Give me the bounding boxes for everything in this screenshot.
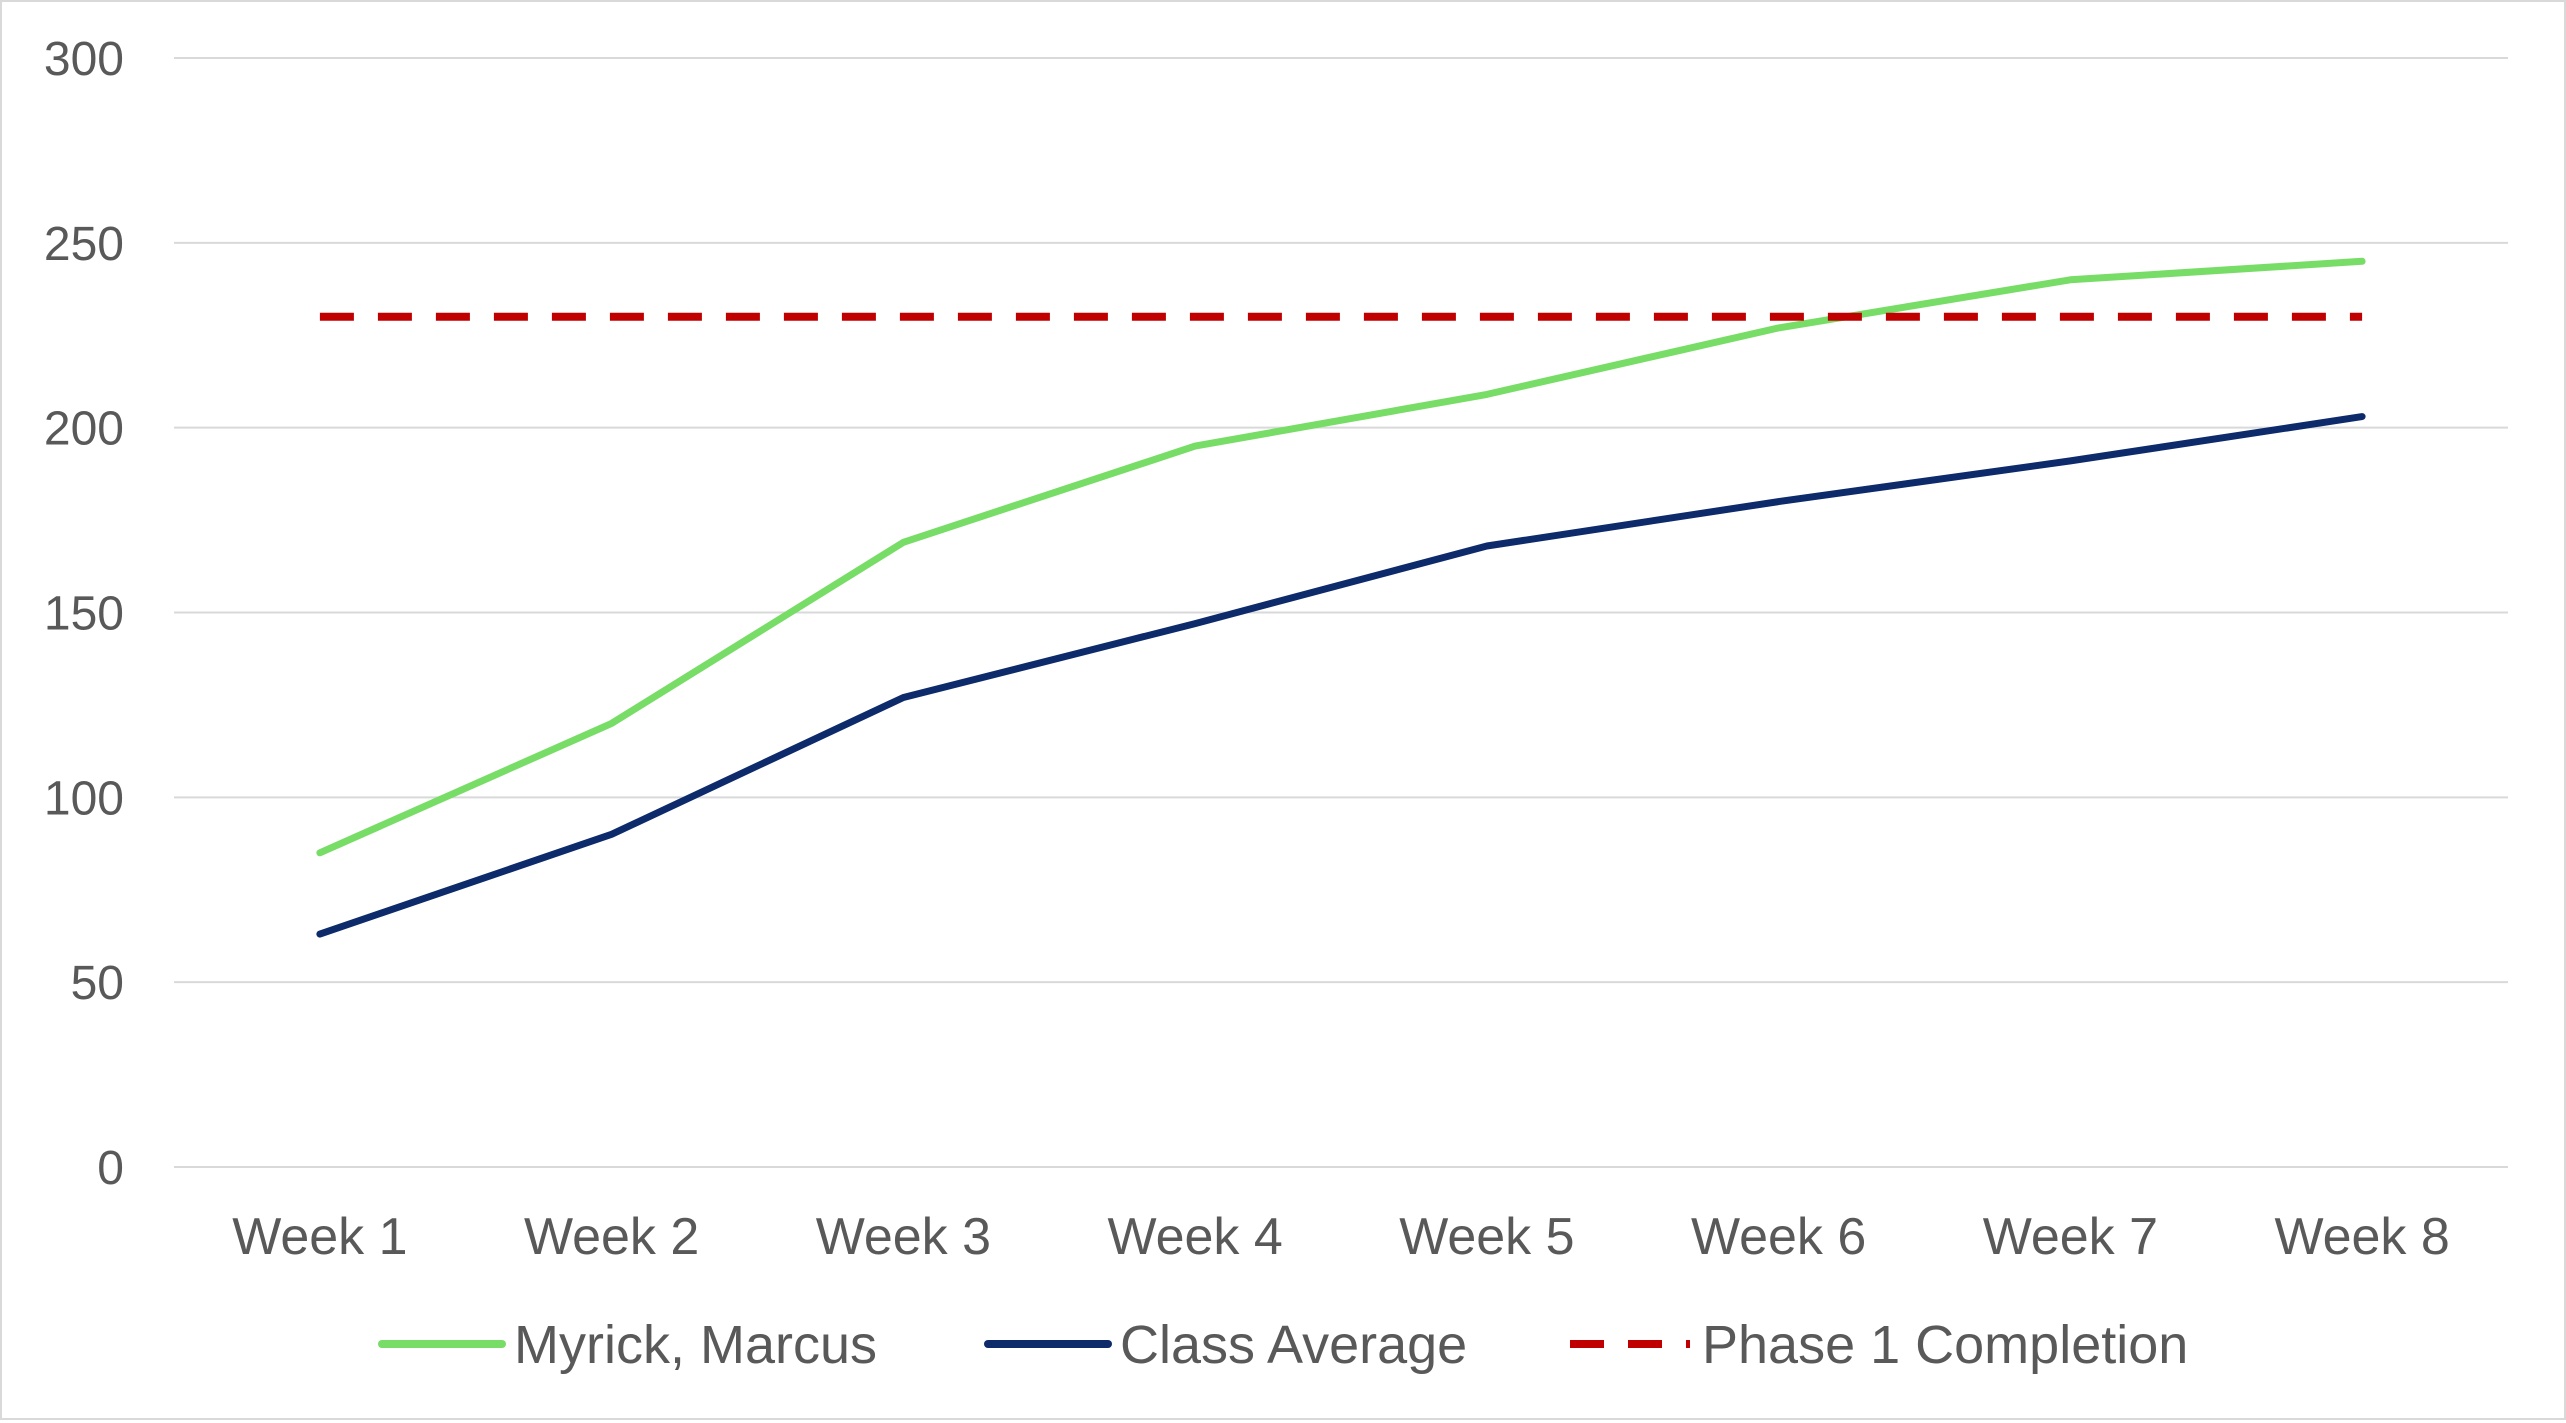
legend-item: Myrick, Marcus <box>378 1315 877 1375</box>
legend-item: Class Average <box>984 1315 1467 1375</box>
legend-label: Phase 1 Completion <box>1702 1315 2188 1375</box>
y-tick-label: 0 <box>97 1142 124 1195</box>
gridlines <box>174 57 2508 1168</box>
y-axis-ticks: 0 50 100 150 200 250 300 <box>44 33 124 1195</box>
y-tick-label: 300 <box>44 33 124 86</box>
y-tick-label: 150 <box>44 588 124 641</box>
x-tick-label: Week 3 <box>816 1208 991 1266</box>
y-tick-label: 50 <box>71 957 124 1010</box>
x-tick-label: Week 1 <box>232 1208 407 1266</box>
x-axis-ticks: Week 1 Week 2 Week 3 Week 4 Week 5 Week 6 Week… <box>232 1208 2450 1266</box>
legend-label: Class Average <box>1120 1315 1467 1375</box>
x-tick-label: Week 7 <box>1983 1208 2158 1266</box>
x-tick-label: Week 5 <box>1399 1208 1574 1266</box>
legend-item: Phase 1 Completion <box>1570 1315 2188 1375</box>
series-line-myrick-marcus <box>316 257 2366 857</box>
x-tick-label: Week 6 <box>1691 1208 1866 1266</box>
y-tick-label: 200 <box>44 403 124 456</box>
legend: Myrick, Marcus Class Average Phase 1 Compl… <box>378 1315 2188 1375</box>
y-tick-label: 250 <box>44 218 124 271</box>
series-line-class-average <box>316 413 2366 938</box>
x-tick-label: Week 2 <box>524 1208 699 1266</box>
y-tick-label: 100 <box>44 772 124 825</box>
x-tick-label: Week 4 <box>1107 1208 1282 1266</box>
x-tick-label: Week 8 <box>2274 1208 2449 1266</box>
legend-label: Myrick, Marcus <box>514 1315 877 1375</box>
series-lines <box>316 257 2366 938</box>
